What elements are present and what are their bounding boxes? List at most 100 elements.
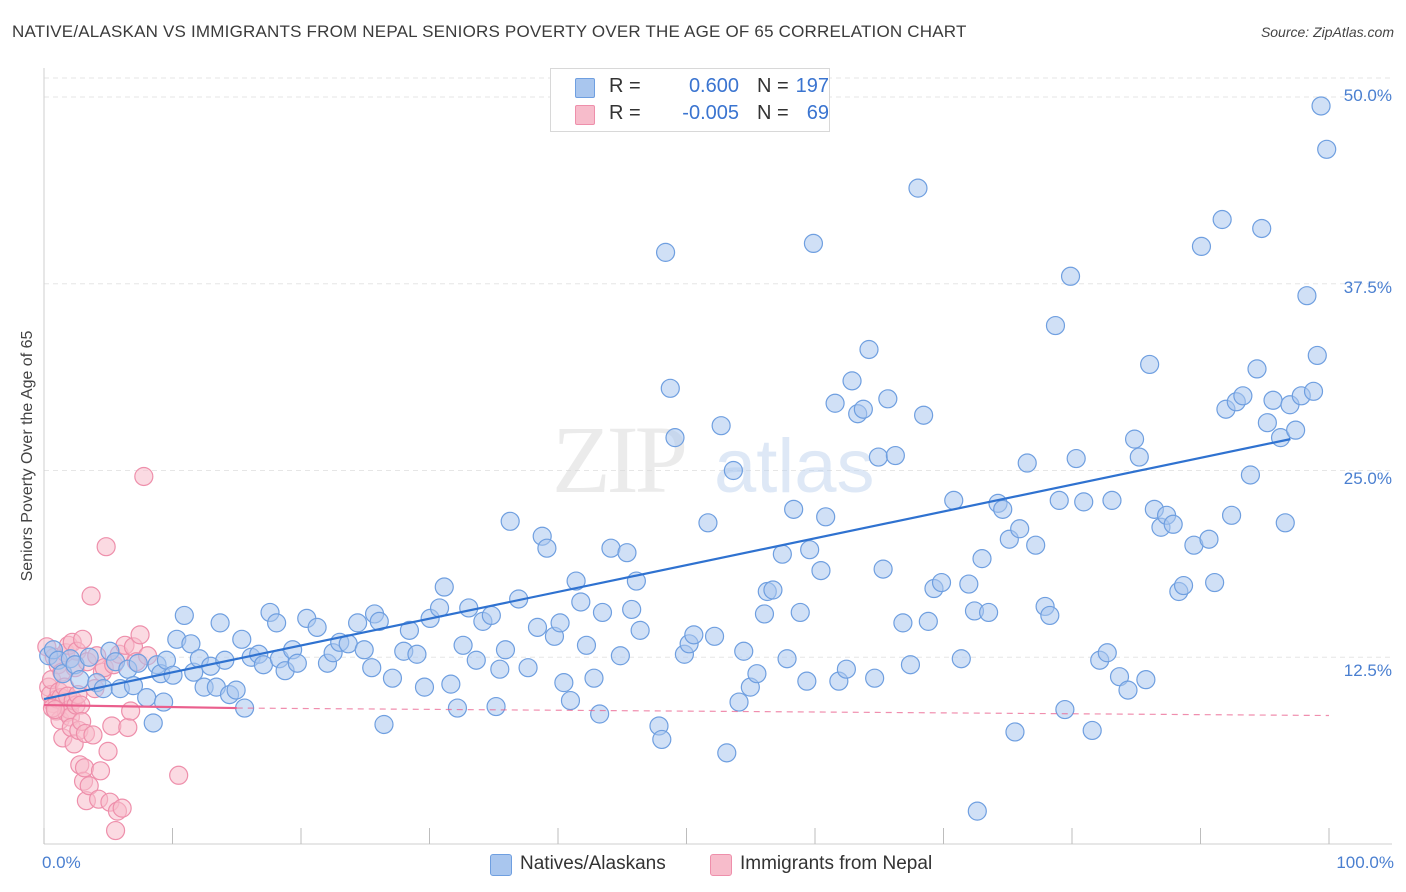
trendlines [43,438,1330,717]
data-point [1173,575,1194,596]
x-tick-label-min: 0.0% [42,853,81,872]
data-point [130,625,150,645]
legend-n-value: 69 [806,102,829,124]
data-point [210,613,230,633]
data-point [1240,465,1261,485]
data-point [655,242,676,262]
data-point [434,577,454,597]
data-point [1136,670,1156,690]
data-point [951,649,971,669]
data-point [1082,720,1102,741]
data-point [1297,286,1317,306]
data-point [1205,572,1225,593]
chart-source: Source: ZipAtlas.com [1260,24,1394,40]
data-point [617,543,637,563]
data-point [931,572,952,593]
data-point [154,692,174,712]
legend-swatch-blue [575,78,595,98]
data-point [459,598,479,618]
data-point [1097,643,1117,663]
legend-n-value: 197 [795,75,829,97]
data-point [307,617,327,637]
data-point [232,629,252,649]
data-point [74,758,95,778]
data-point [495,640,516,660]
data-point [96,537,116,557]
data-point [784,499,804,519]
legend-label: Immigrants from Nepal [740,853,933,874]
data-point [490,659,510,679]
y-tick-label: 37.5% [1343,278,1392,297]
data-point [665,428,685,448]
data-point [1060,266,1081,286]
data-point [566,571,586,591]
data-point [382,668,403,688]
data-point [374,714,394,735]
legend-swatch-pink [710,854,732,876]
data-point [853,399,873,419]
data-point [399,620,420,640]
data-point [550,613,570,633]
data-point [772,544,792,564]
data-point [537,538,557,558]
data-point [518,658,538,678]
data-point [447,698,468,718]
data-point [1045,315,1066,336]
data-point [610,646,630,666]
data-point [1286,420,1306,440]
data-point [698,513,718,533]
data-point [1275,513,1295,533]
legend-n-label: N = [757,102,789,124]
legend-swatch-blue [490,854,512,876]
data-point [1005,722,1025,742]
data-point [622,599,642,620]
data-point [1199,529,1219,549]
data-point [1317,139,1337,159]
data-point [811,560,831,581]
data-point [1307,345,1327,366]
data-point [481,605,501,626]
data-point [729,692,749,712]
data-point [90,761,111,781]
data-point [1257,413,1277,433]
data-point [1252,218,1272,239]
data-point [878,389,898,409]
data-point [918,611,938,631]
data-point [79,776,99,796]
series-natives-alaskans [39,96,1337,821]
data-point [704,626,725,646]
data-point [500,511,520,531]
data-point [527,617,548,637]
data-point [128,653,148,673]
data-point [1118,680,1138,700]
data-point [1303,381,1324,401]
data-point [777,649,797,669]
data-point [1221,505,1242,525]
data-point [453,635,473,655]
data-point [630,620,650,640]
data-point [1311,96,1331,116]
data-point [102,716,122,736]
data-point [660,378,680,398]
data-point [842,371,862,391]
data-point [267,613,287,633]
data-point [143,713,163,733]
data-point [825,393,845,413]
watermark-zip: ZIP [552,406,685,513]
data-point [1140,354,1160,375]
data-point [81,586,101,606]
data-point [576,635,597,655]
data-point [967,801,987,821]
data-point [711,416,731,436]
data-point [1233,386,1253,406]
data-point [734,641,754,661]
data-point [348,613,368,633]
data-point [859,339,879,360]
data-point [83,725,103,745]
data-point [1212,209,1232,230]
y-tick-label: 25.0% [1343,469,1392,488]
data-point [717,743,737,763]
data-point [181,634,201,654]
data-point [226,680,246,700]
